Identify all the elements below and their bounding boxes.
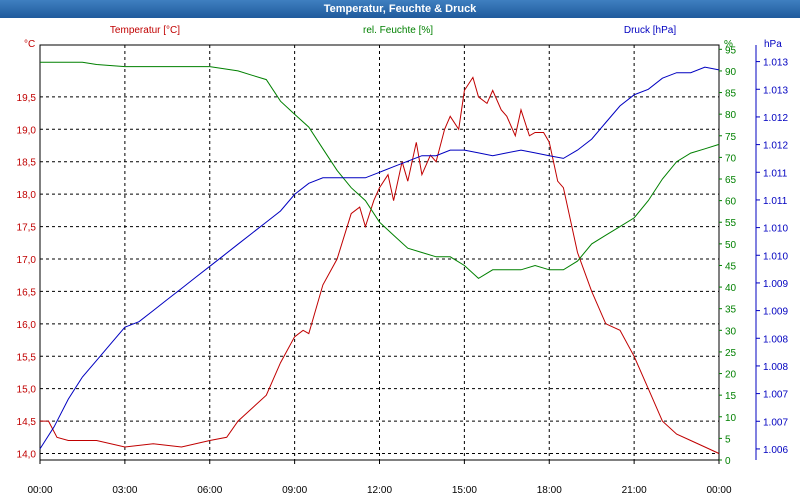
humidity-tick-label: 90 bbox=[725, 67, 737, 78]
humidity-tick-label: 80 bbox=[725, 110, 737, 121]
humidity-tick-label: 20 bbox=[725, 370, 737, 381]
pressure-tick-label: 1.008 bbox=[763, 334, 788, 345]
humidity-tick-label: 45 bbox=[725, 261, 737, 272]
series-layer bbox=[39, 61, 720, 454]
humidity-tick-label: 15 bbox=[725, 391, 737, 402]
humidity-axis-title: rel. Feuchte [%] bbox=[363, 25, 433, 36]
humidity-tick-label: 55 bbox=[725, 218, 737, 229]
humidity-tick-label: 50 bbox=[725, 240, 737, 251]
window-title: Temperatur, Feuchte & Druck bbox=[0, 0, 800, 18]
humidity-tick-label: 5 bbox=[725, 434, 731, 445]
humidity-tick-label: 25 bbox=[725, 348, 737, 359]
pressure-tick-label: 1.009 bbox=[763, 307, 788, 318]
humidity-tick-label: 10 bbox=[725, 413, 737, 424]
pressure-tick-label: 1.008 bbox=[763, 362, 788, 373]
pressure-tick-label: 1.010 bbox=[763, 224, 788, 235]
humidity-tick-label: 40 bbox=[725, 283, 737, 294]
series-line-humidity bbox=[40, 61, 720, 280]
humidity-tick-label: 35 bbox=[725, 305, 737, 316]
pressure-tick-label: 1.013 bbox=[763, 58, 788, 69]
temperature-tick-label: 17,0 bbox=[17, 255, 37, 266]
temperature-tick-label: 16,5 bbox=[17, 287, 37, 298]
line-chart: 00:0030.08.1803:0030.08.1806:0030.08.180… bbox=[0, 18, 800, 500]
pressure-tick-label: 1.012 bbox=[763, 113, 788, 124]
temperature-tick-label: 18,5 bbox=[17, 158, 37, 169]
humidity-tick-label: 85 bbox=[725, 89, 737, 100]
temperature-tick-label: 19,0 bbox=[17, 125, 37, 136]
humidity-tick-label: 65 bbox=[725, 175, 737, 186]
x-tick-time: 15:00 bbox=[452, 485, 477, 496]
humidity-tick-label: 60 bbox=[725, 197, 737, 208]
temperature-tick-label: 14,0 bbox=[17, 450, 37, 461]
pressure-tick-label: 1.007 bbox=[763, 390, 788, 401]
series-line-pressure bbox=[39, 66, 720, 450]
humidity-tick-label: 70 bbox=[725, 153, 737, 164]
x-tick-time: 21:00 bbox=[622, 485, 647, 496]
temperature-tick-label: 16,0 bbox=[17, 320, 37, 331]
temperature-tick-label: 18,0 bbox=[17, 190, 37, 201]
x-tick-time: 12:00 bbox=[367, 485, 392, 496]
pressure-tick-label: 1.011 bbox=[763, 196, 788, 207]
x-tick-time: 06:00 bbox=[197, 485, 222, 496]
humidity-tick-label: 30 bbox=[725, 326, 737, 337]
x-tick-time: 03:00 bbox=[112, 485, 137, 496]
temperature-tick-label: 14,5 bbox=[17, 417, 37, 428]
temperature-tick-label: 19,5 bbox=[17, 93, 37, 104]
humidity-tick-label: 0 bbox=[725, 456, 731, 467]
pressure-unit-label: hPa bbox=[764, 39, 782, 50]
pressure-tick-label: 1.007 bbox=[763, 417, 788, 428]
axis-layer: 00:0030.08.1803:0030.08.1806:0030.08.180… bbox=[17, 45, 788, 496]
pressure-tick-label: 1.006 bbox=[763, 445, 788, 456]
pressure-tick-label: 1.009 bbox=[763, 279, 788, 290]
pressure-tick-label: 1.010 bbox=[763, 251, 788, 262]
x-tick-time: 00:00 bbox=[706, 485, 731, 496]
x-tick-time: 18:00 bbox=[537, 485, 562, 496]
humidity-tick-label: 75 bbox=[725, 132, 737, 143]
humidity-unit-label: % bbox=[724, 39, 733, 50]
x-tick-time: 00:00 bbox=[27, 485, 52, 496]
temperature-tick-label: 15,5 bbox=[17, 352, 37, 363]
pressure-tick-label: 1.012 bbox=[763, 141, 788, 152]
pressure-axis-title: Druck [hPa] bbox=[624, 25, 676, 36]
temperature-unit-label: °C bbox=[24, 39, 35, 50]
temperature-tick-label: 15,0 bbox=[17, 385, 37, 396]
pressure-tick-label: 1.011 bbox=[763, 168, 788, 179]
x-tick-time: 09:00 bbox=[282, 485, 307, 496]
temperature-tick-label: 17,5 bbox=[17, 223, 37, 234]
temperature-axis-title: Temperatur [°C] bbox=[110, 25, 180, 36]
humidity-tick-label: 95 bbox=[725, 45, 737, 56]
pressure-tick-label: 1.013 bbox=[763, 85, 788, 96]
